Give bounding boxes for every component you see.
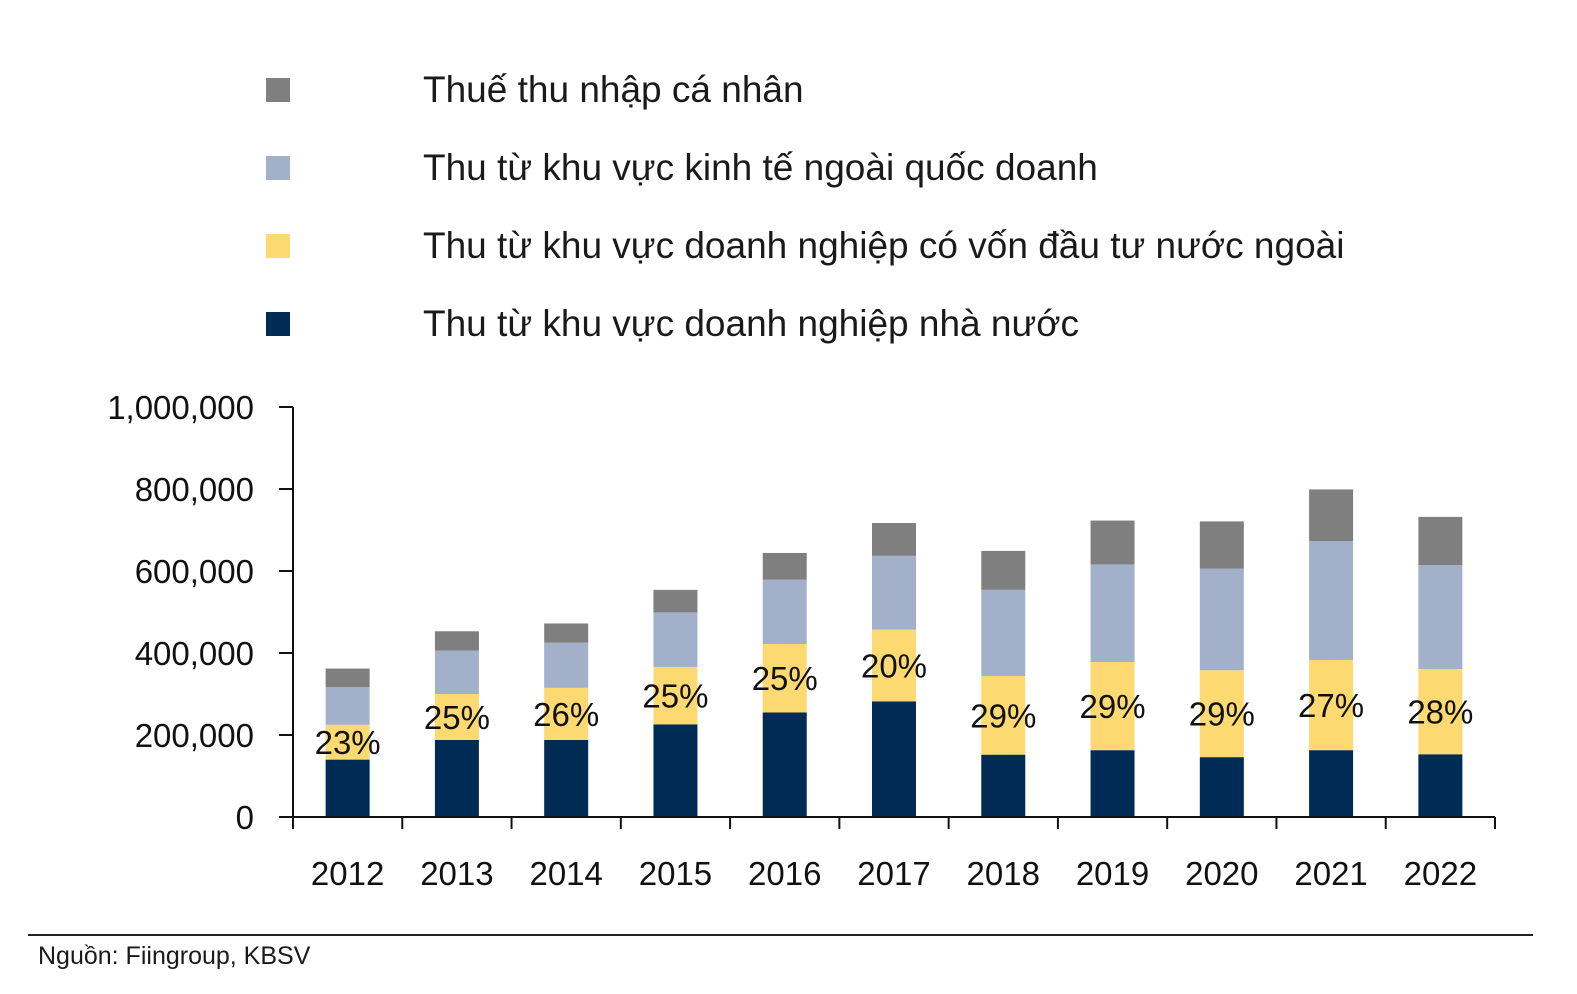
bar-segment (762, 643, 807, 713)
x-tick-label: 2017 (857, 855, 930, 892)
bar-segment (544, 623, 589, 643)
legend-swatch (266, 78, 290, 102)
legend-swatch (266, 234, 290, 258)
data-label: 29% (1080, 688, 1146, 725)
bar-segment (1309, 489, 1354, 542)
y-tick-label: 800,000 (135, 471, 254, 508)
bar-segment (872, 523, 916, 556)
bar-segment (434, 650, 479, 694)
x-tick-label: 2018 (967, 855, 1040, 892)
data-labels: 23% 25% 26% 25% 25% 20% 29% 29% 29% 27% 28% (315, 648, 1474, 762)
bar-segment (1309, 750, 1354, 817)
bar-segment (653, 612, 698, 667)
bar-segment (981, 675, 1026, 755)
legend-label: Thuế thu nhập cá nhân (423, 69, 804, 110)
x-tick-label: 2022 (1404, 855, 1477, 892)
x-tick-label: 2016 (748, 855, 821, 892)
bar-segment (1309, 541, 1354, 660)
bar-segment (981, 589, 1026, 676)
y-tick-label: 200,000 (135, 717, 254, 754)
bar-segment (1199, 757, 1244, 817)
x-tick-label: 2021 (1294, 855, 1367, 892)
x-tick-label: 2014 (529, 855, 602, 892)
bar-segment (1090, 750, 1135, 817)
bar-segment (325, 759, 370, 817)
bar-segment (653, 666, 698, 725)
data-label: 28% (1407, 694, 1473, 731)
data-label: 25% (424, 699, 490, 736)
bar-segment (653, 589, 698, 613)
bar-segment (1418, 754, 1463, 817)
y-tick-label: 600,000 (135, 553, 254, 590)
y-tick-label: 400,000 (135, 635, 254, 672)
bar-segment (544, 642, 589, 688)
data-label: 29% (970, 697, 1036, 734)
bar-segment (872, 629, 916, 702)
chart-legend: Thuế thu nhập cá nhân Thu từ khu vực kinh… (266, 69, 1344, 344)
data-label: 27% (1298, 687, 1364, 724)
legend-label: Thu từ khu vực kinh tế ngoài quốc doanh (423, 147, 1098, 188)
data-label: 26% (533, 696, 599, 733)
bar-segment (872, 701, 916, 817)
x-tick-label: 2019 (1076, 855, 1149, 892)
x-axis: 2012 2013 2014 2015 2016 2017 2018 2019 2020 2021… (292, 816, 1496, 892)
x-tick-label: 2020 (1185, 855, 1258, 892)
x-tick-label: 2013 (420, 855, 493, 892)
bar-segment (981, 550, 1026, 590)
bar-segment (653, 724, 698, 817)
data-label: 23% (315, 724, 381, 761)
legend-label: Thu từ khu vực doanh nghiệp nhà nước (423, 303, 1079, 344)
bar-segment (1309, 659, 1354, 751)
data-label: 29% (1189, 696, 1255, 733)
bar-segment (1090, 564, 1135, 663)
stacked-bar-chart: Thuế thu nhập cá nhân Thu từ khu vực kinh… (107, 69, 1496, 892)
footer-divider (28, 934, 1533, 936)
bar-segment (1418, 516, 1463, 566)
x-tick-label: 2015 (639, 855, 712, 892)
bar-segment (872, 555, 916, 630)
bar-segment (434, 739, 479, 817)
bar-segment (762, 552, 807, 580)
bar-segment (1199, 670, 1244, 758)
bar-segment (762, 712, 807, 817)
bar-segment (434, 631, 479, 651)
bar-segment (1090, 662, 1135, 751)
bar-segment (1199, 568, 1244, 671)
data-label: 20% (861, 648, 927, 685)
data-label: 25% (752, 660, 818, 697)
y-tick-label: 1,000,000 (107, 389, 254, 426)
bars (325, 489, 1463, 817)
bar-segment (544, 687, 589, 740)
bar-segment (325, 668, 370, 688)
bar-segment (544, 739, 589, 817)
bar-segment (1199, 521, 1244, 569)
bar-segment (1418, 668, 1463, 755)
legend-swatch (266, 312, 290, 336)
bar-segment (325, 687, 370, 725)
y-axis: 0 200,000 400,000 600,000 800,000 1,000,000 (107, 389, 294, 836)
bar-segment (1090, 520, 1135, 565)
bar-segment (762, 579, 807, 644)
bar-segment (981, 754, 1026, 817)
data-label: 25% (642, 678, 708, 715)
y-tick-label: 0 (236, 799, 254, 836)
bar-segment (325, 724, 370, 760)
x-tick-label: 2012 (311, 855, 384, 892)
legend-swatch (266, 156, 290, 180)
bar-segment (1418, 565, 1463, 669)
bar-segment (434, 694, 479, 740)
source-note: Nguồn: Fiingroup, KBSV (38, 942, 311, 970)
legend-label: Thu từ khu vực doanh nghiệp có vốn đầu t… (423, 225, 1344, 266)
